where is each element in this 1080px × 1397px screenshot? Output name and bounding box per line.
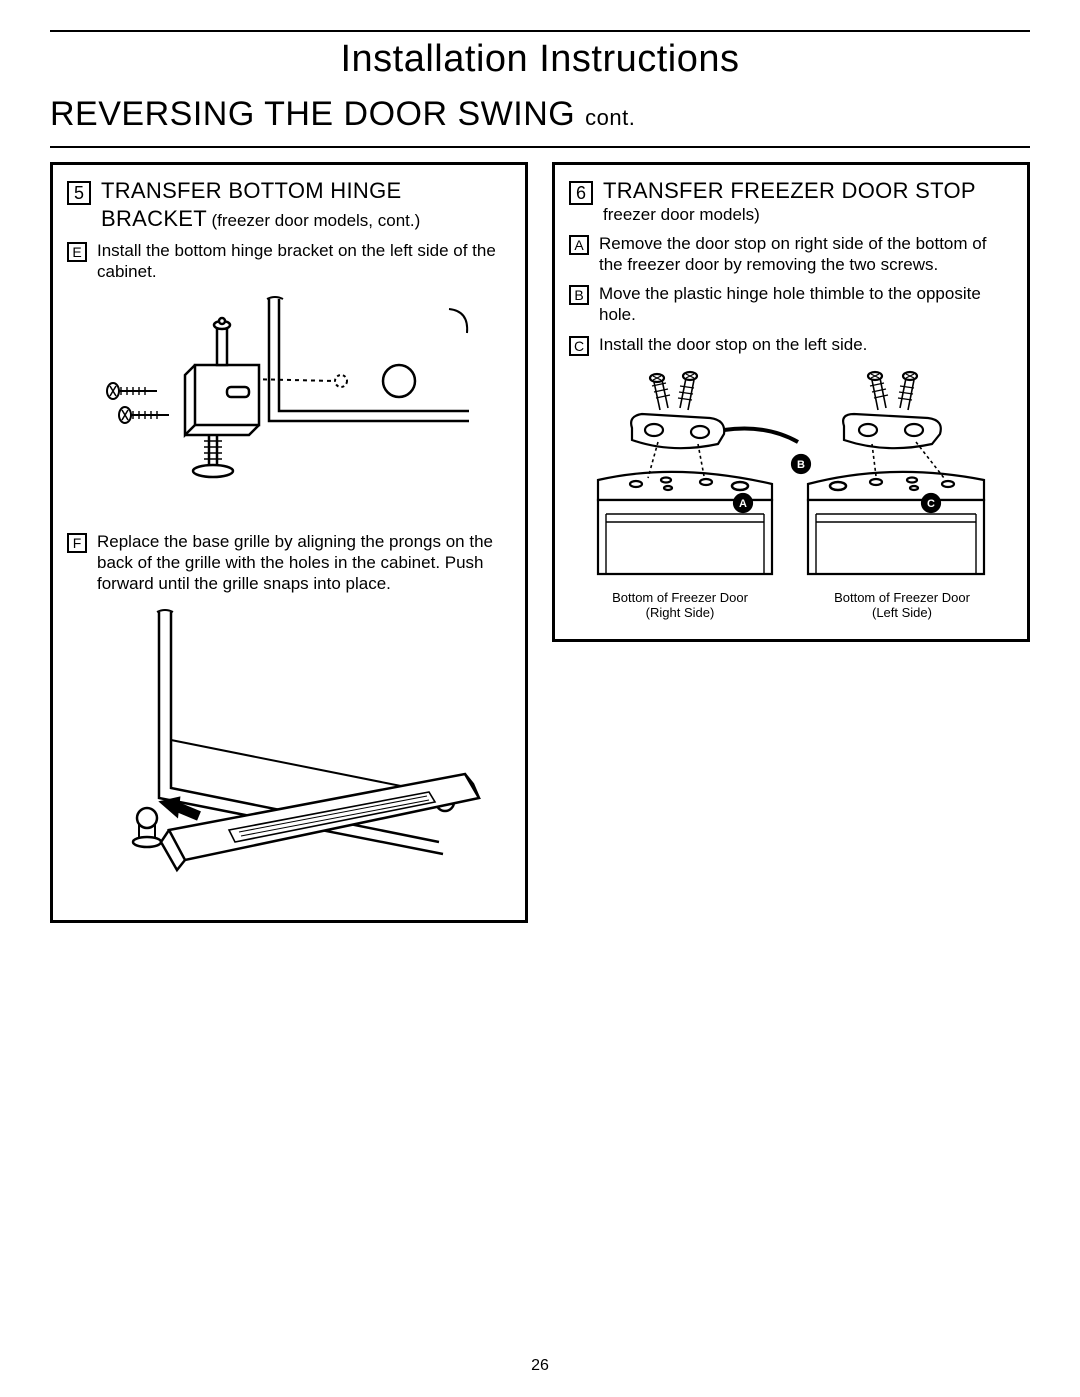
substep: A Remove the door stop on right side of … (569, 233, 1013, 276)
caption-text: Bottom of Freezer Door (612, 590, 748, 605)
diagram-door-stop: A B C (576, 364, 1006, 584)
substep: E Install the bottom hinge bracket on th… (67, 240, 511, 283)
substep-text: Move the plastic hinge hole thimble to t… (599, 283, 1013, 326)
substep-text: Install the door stop on the left side. (599, 334, 1013, 355)
section-title-suffix: cont. (585, 105, 635, 130)
marker-c: C (927, 498, 935, 510)
substep: F Replace the base grille by aligning th… (67, 531, 511, 595)
substep: C Install the door stop on the left side… (569, 334, 1013, 356)
diagram-hinge-bracket (99, 291, 479, 521)
caption-right: Bottom of Freezer Door (Left Side) (834, 590, 970, 621)
panel-title: TRANSFER FREEZER DOOR STOP (603, 178, 976, 203)
substep-letter: A (569, 235, 589, 255)
panel-step-6: 6 TRANSFER FREEZER DOOR STOP freezer doo… (552, 162, 1030, 642)
panel-title-wrap: TRANSFER FREEZER DOOR STOP freezer door … (603, 177, 1013, 225)
rule-sub (50, 146, 1030, 148)
section-title-main: REVERSING THE DOOR SWING (50, 95, 575, 133)
step-number: 6 (569, 181, 593, 205)
page: Installation Instructions REVERSING THE … (0, 0, 1080, 1397)
caption-text: (Left Side) (872, 605, 932, 620)
caption-left: Bottom of Freezer Door (Right Side) (612, 590, 748, 621)
panel-step-5: 5 TRANSFER BOTTOM HINGE BRACKET (freezer… (50, 162, 528, 923)
diagram-base-grille (89, 602, 489, 892)
panel-subtitle: freezer door models) (603, 205, 760, 224)
marker-b: B (797, 459, 805, 471)
substep-letter: E (67, 242, 87, 262)
rule-top (50, 30, 1030, 32)
columns: 5 TRANSFER BOTTOM HINGE BRACKET (freezer… (50, 162, 1030, 923)
substep-text: Install the bottom hinge bracket on the … (97, 240, 511, 283)
step-number: 5 (67, 181, 91, 205)
substep: B Move the plastic hinge hole thimble to… (569, 283, 1013, 326)
substep-letter: C (569, 336, 589, 356)
substep-text: Replace the base grille by aligning the … (97, 531, 511, 595)
panel-subtitle: (freezer door models, cont.) (211, 211, 420, 230)
diagram-captions: Bottom of Freezer Door (Right Side) Bott… (569, 590, 1013, 621)
caption-text: (Right Side) (646, 605, 715, 620)
section-title: REVERSING THE DOOR SWING cont. (50, 95, 1030, 134)
page-number: 26 (0, 1357, 1080, 1375)
substep-text: Remove the door stop on right side of th… (599, 233, 1013, 276)
caption-text: Bottom of Freezer Door (834, 590, 970, 605)
doc-title: Installation Instructions (50, 38, 1030, 81)
marker-a: A (739, 498, 747, 510)
substep-letter: B (569, 285, 589, 305)
panel-title-wrap: TRANSFER BOTTOM HINGE BRACKET (freezer d… (101, 177, 511, 232)
substep-letter: F (67, 533, 87, 553)
panel-head: 5 TRANSFER BOTTOM HINGE BRACKET (freezer… (67, 177, 511, 232)
panel-head: 6 TRANSFER FREEZER DOOR STOP freezer doo… (569, 177, 1013, 225)
